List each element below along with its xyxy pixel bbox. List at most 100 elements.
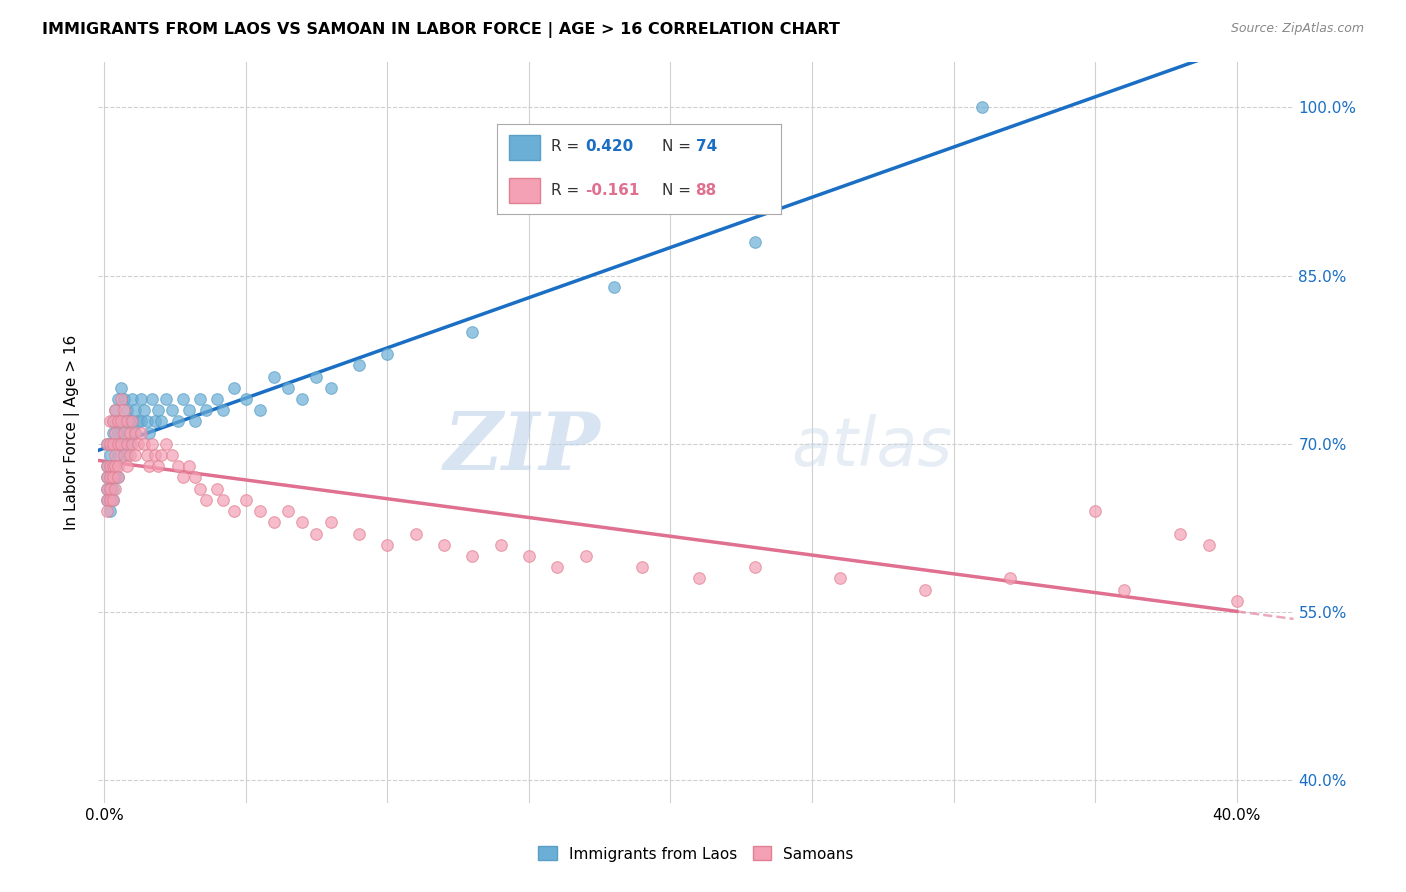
Point	[115, 459, 138, 474]
Legend: Immigrants from Laos, Samoans: Immigrants from Laos, Samoans	[531, 838, 860, 869]
Point	[96, 459, 118, 474]
Point	[461, 549, 484, 563]
Point	[970, 100, 993, 114]
Point	[603, 280, 626, 294]
Text: N =: N =	[661, 139, 696, 154]
Text: R =: R =	[551, 183, 583, 198]
Point	[1000, 571, 1022, 585]
Point	[98, 504, 121, 518]
Point	[115, 448, 138, 462]
Point	[124, 403, 146, 417]
Point	[1226, 594, 1249, 608]
Y-axis label: In Labor Force | Age > 16: In Labor Force | Age > 16	[63, 335, 80, 530]
Point	[263, 369, 285, 384]
Point	[183, 414, 205, 428]
Point	[319, 516, 342, 530]
Point	[112, 414, 135, 428]
Point	[107, 437, 129, 451]
Point	[129, 414, 152, 428]
Point	[914, 582, 936, 597]
Bar	[509, 135, 540, 160]
Point	[138, 459, 160, 474]
Point	[135, 414, 157, 428]
Point	[98, 470, 121, 484]
Point	[146, 403, 169, 417]
Text: R =: R =	[551, 139, 583, 154]
Point	[112, 392, 135, 406]
Point	[101, 459, 124, 474]
Point	[166, 459, 188, 474]
Point	[118, 425, 141, 440]
Point	[305, 369, 328, 384]
Point	[101, 414, 124, 428]
Point	[110, 381, 132, 395]
Point	[96, 504, 118, 518]
Point	[235, 392, 257, 406]
Point	[101, 492, 124, 507]
Point	[110, 414, 132, 428]
Text: N =: N =	[661, 183, 696, 198]
Point	[118, 437, 141, 451]
Text: Source: ZipAtlas.com: Source: ZipAtlas.com	[1230, 22, 1364, 36]
Point	[461, 325, 484, 339]
Point	[107, 470, 129, 484]
Point	[104, 482, 127, 496]
Point	[110, 392, 132, 406]
Point	[235, 492, 257, 507]
Point	[1084, 504, 1107, 518]
Point	[143, 448, 166, 462]
Point	[160, 403, 183, 417]
Point	[104, 403, 127, 417]
Point	[149, 414, 172, 428]
Point	[190, 482, 212, 496]
Point	[263, 516, 285, 530]
Point	[177, 403, 200, 417]
Point	[631, 560, 654, 574]
Point	[107, 425, 129, 440]
Point	[1112, 582, 1135, 597]
Point	[291, 392, 314, 406]
Point	[224, 504, 246, 518]
Point	[405, 526, 427, 541]
Point	[277, 504, 299, 518]
Point	[115, 403, 138, 417]
Point	[98, 482, 121, 496]
Point	[124, 425, 146, 440]
Point	[830, 571, 852, 585]
Point	[104, 414, 127, 428]
Point	[347, 526, 370, 541]
Point	[96, 437, 118, 451]
Point	[249, 504, 271, 518]
Text: ZIP: ZIP	[443, 409, 600, 486]
Point	[115, 425, 138, 440]
Point	[96, 459, 118, 474]
Point	[319, 381, 342, 395]
Point	[127, 437, 149, 451]
Point	[132, 437, 155, 451]
Point	[744, 560, 766, 574]
Point	[96, 470, 118, 484]
Point	[104, 459, 127, 474]
Point	[1168, 526, 1191, 541]
Point	[124, 448, 146, 462]
Point	[129, 392, 152, 406]
Point	[110, 414, 132, 428]
Point	[104, 437, 127, 451]
Point	[375, 538, 398, 552]
Point	[124, 425, 146, 440]
Point	[107, 414, 129, 428]
Point	[138, 425, 160, 440]
Point	[375, 347, 398, 361]
Point	[489, 538, 512, 552]
Point	[744, 235, 766, 249]
Point	[127, 414, 149, 428]
Point	[98, 459, 121, 474]
Point	[110, 437, 132, 451]
Point	[224, 381, 246, 395]
Point	[101, 414, 124, 428]
Point	[166, 414, 188, 428]
Point	[155, 392, 177, 406]
Text: 0.420: 0.420	[585, 139, 633, 154]
Point	[115, 414, 138, 428]
Point	[121, 437, 143, 451]
